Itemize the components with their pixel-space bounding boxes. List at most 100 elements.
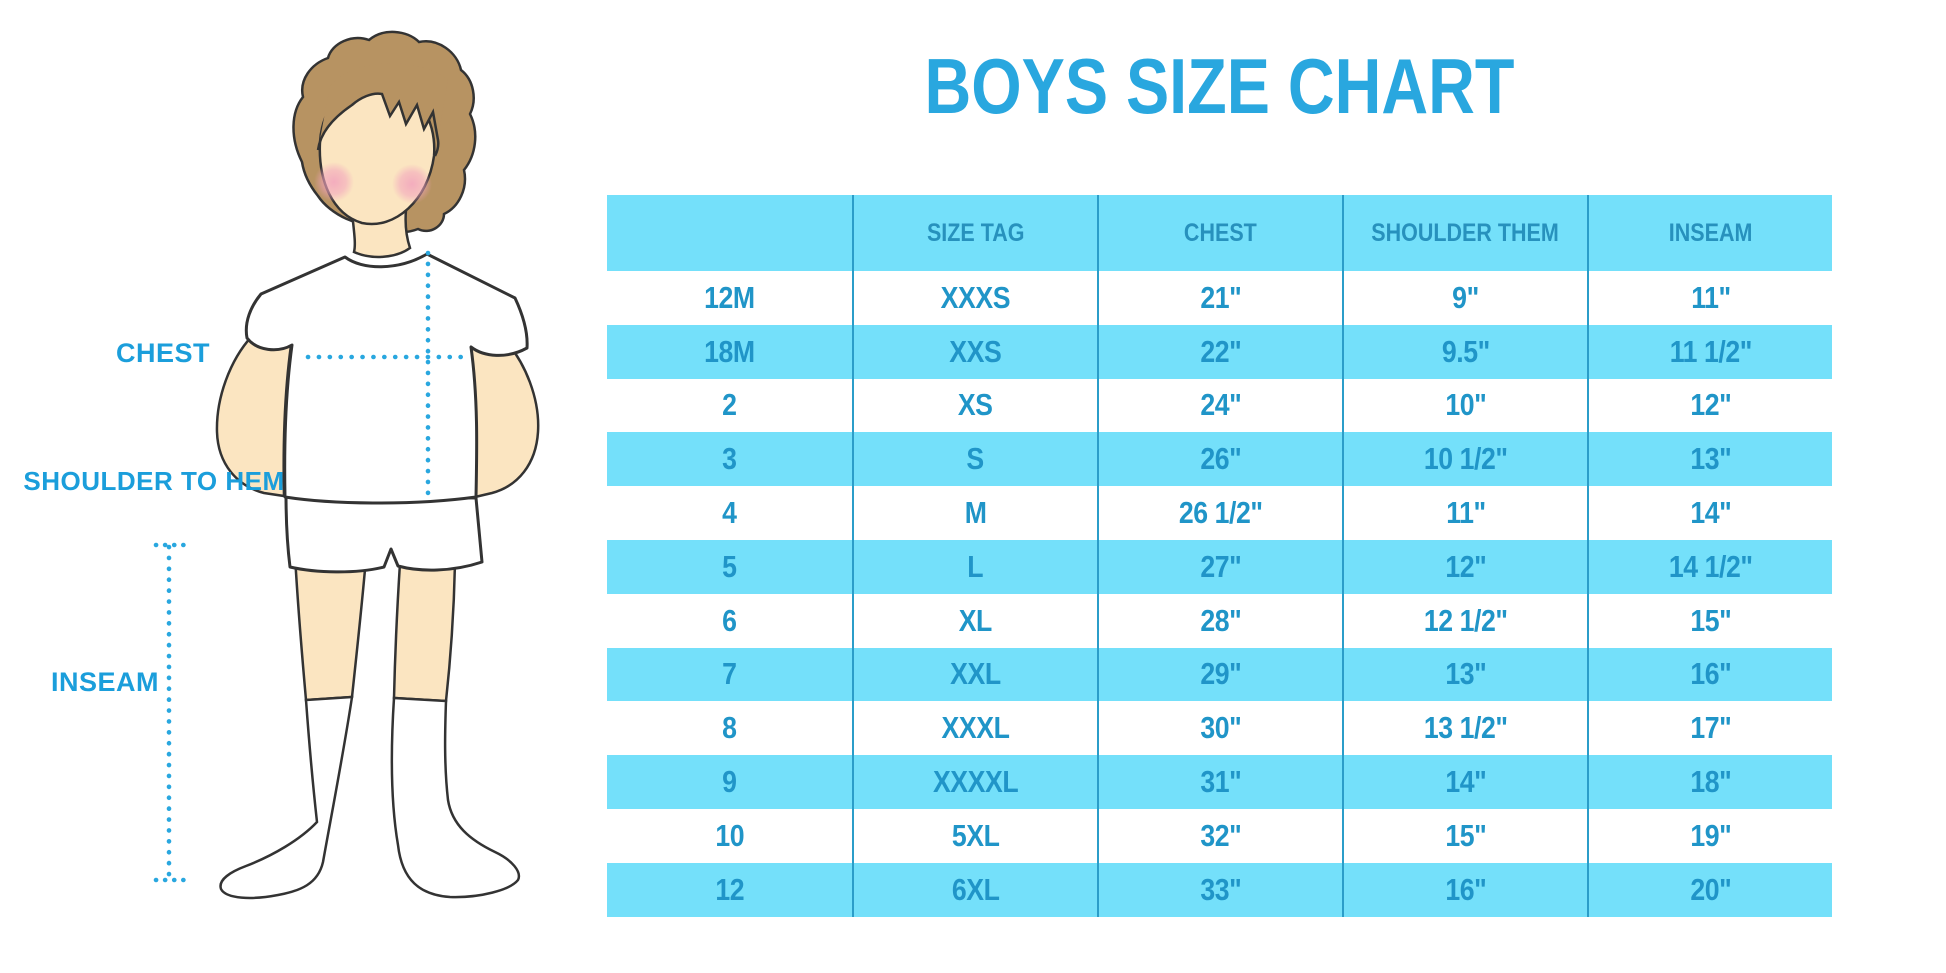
chest-label: CHEST xyxy=(115,338,210,368)
cell-text: 18" xyxy=(1689,764,1732,800)
table-cell: 5XL xyxy=(852,808,1097,863)
table-row: 12M XXXS 21" 9" 11" xyxy=(607,271,1832,325)
cell-text: 27" xyxy=(1199,548,1242,584)
cell-text: 4 xyxy=(722,495,737,531)
cell-text: 26" xyxy=(1199,441,1242,477)
blush-left xyxy=(314,162,354,202)
table-row: 9 XXXXL 31" 14" 18" xyxy=(607,755,1832,809)
cell-text: SIZE TAG xyxy=(926,218,1025,247)
table-cell: 8 xyxy=(607,701,852,755)
leg-left xyxy=(293,553,368,702)
cell-text: 21" xyxy=(1199,279,1242,315)
cell-text: 6 xyxy=(722,602,737,638)
t-shirt xyxy=(244,252,529,505)
cell-text: XL xyxy=(958,602,993,638)
cell-text: CHEST xyxy=(1184,218,1257,247)
cell-text: 24" xyxy=(1199,387,1242,423)
cell-text: L xyxy=(967,548,984,584)
table-cell: XXXL xyxy=(852,701,1097,756)
table-body: 12M XXXS 21" 9" 11" 18M XXS 22" 9.5" 11 1/2" 2 XS 24… xyxy=(607,271,1832,917)
measurement-guides xyxy=(153,250,466,883)
cell-text: 12" xyxy=(1689,387,1732,423)
cell-text: 33" xyxy=(1199,871,1242,907)
table-cell: 13" xyxy=(1342,647,1587,702)
table-cell: 11" xyxy=(1587,271,1832,325)
table-cell: 26" xyxy=(1097,432,1342,487)
cell-text: 17" xyxy=(1689,710,1732,746)
cell-text: 32" xyxy=(1199,817,1242,853)
cell-text: 22" xyxy=(1199,333,1242,369)
size-table: SIZE TAG CHEST SHOULDER THEM INSEAM 12M XXXS… xyxy=(607,195,1832,917)
page-title: BOYS SIZE CHART xyxy=(924,42,1515,130)
table-cell: M xyxy=(852,486,1097,540)
table-cell: L xyxy=(852,539,1097,594)
table-cell: 12" xyxy=(1587,378,1832,433)
table-row: 3 S 26" 10 1/2" 13" xyxy=(607,432,1832,487)
table-cell: 16" xyxy=(1342,862,1587,917)
cell-text: 6XL xyxy=(951,871,1000,907)
table-cell: 12M xyxy=(607,271,852,325)
table-cell: XXS xyxy=(852,324,1097,379)
cell-text: 14" xyxy=(1444,764,1487,800)
cell-text: XXS xyxy=(949,333,1002,369)
table-cell: 13" xyxy=(1587,432,1832,487)
table-cell: 12 1/2" xyxy=(1342,593,1587,648)
table-cell: 21" xyxy=(1097,271,1342,325)
table-cell: XXXXL xyxy=(852,755,1097,809)
table-cell: 16" xyxy=(1587,647,1832,702)
cell-text: XXXL xyxy=(941,710,1010,746)
inseam-label: INSEAM xyxy=(50,667,159,697)
cell-text: 11" xyxy=(1445,495,1486,531)
cell-text: XXXS xyxy=(940,279,1011,315)
cell-text: 5XL xyxy=(951,817,1000,853)
blush-right xyxy=(392,164,432,204)
figure-head xyxy=(292,30,477,259)
cell-text: XXXXL xyxy=(932,764,1019,800)
table-cell: 13 1/2" xyxy=(1342,701,1587,756)
table-cell: 9 xyxy=(607,755,852,809)
table-row: 8 XXXL 30" 13 1/2" 17" xyxy=(607,701,1832,756)
table-cell: 15" xyxy=(1342,808,1587,863)
table-cell: 11 1/2" xyxy=(1587,324,1832,379)
sock-left xyxy=(219,695,354,900)
table-row: 18M XXS 22" 9.5" 11 1/2" xyxy=(607,324,1832,379)
table-cell: 32" xyxy=(1097,808,1342,863)
table-cell: 9" xyxy=(1342,271,1587,325)
table-cell: 19" xyxy=(1587,808,1832,863)
cell-text: 9" xyxy=(1452,279,1479,315)
table-cell: 14" xyxy=(1587,486,1832,540)
cell-text: 14 1/2" xyxy=(1668,548,1753,584)
cell-text: 13" xyxy=(1689,441,1732,477)
cell-text: 29" xyxy=(1199,656,1242,692)
table-cell: 14 1/2" xyxy=(1587,539,1832,594)
cell-text: M xyxy=(964,495,987,531)
table-cell: XXXS xyxy=(852,271,1097,325)
table-cell: 31" xyxy=(1097,755,1342,809)
header-cell: SIZE TAG xyxy=(852,195,1097,271)
table-header-row: SIZE TAG CHEST SHOULDER THEM INSEAM xyxy=(607,195,1832,271)
table-cell: 14" xyxy=(1342,755,1587,809)
table-cell: 10 xyxy=(607,809,852,863)
table-cell: 20" xyxy=(1587,862,1832,917)
table-cell: 2 xyxy=(607,379,852,433)
table-cell: 12" xyxy=(1342,539,1587,594)
table-cell: 30" xyxy=(1097,701,1342,756)
boy-figure-illustration xyxy=(153,30,540,900)
table-cell: 6 xyxy=(607,594,852,648)
table-cell: 26 1/2" xyxy=(1097,486,1342,540)
cell-text: 10" xyxy=(1444,387,1487,423)
table-cell: 18M xyxy=(607,325,852,379)
cell-text: 3 xyxy=(722,441,737,477)
cell-text: S xyxy=(966,441,985,477)
cell-text: XS xyxy=(958,387,993,423)
table-cell: 4 xyxy=(607,486,852,540)
table-row: 5 L 27" 12" 14 1/2" xyxy=(607,539,1832,594)
table-cell: 15" xyxy=(1587,593,1832,648)
shoulder-to-hem-label: SHOULDER TO HEM xyxy=(23,466,285,496)
arm-right xyxy=(467,337,540,499)
table-row: 10 5XL 32" 15" 19" xyxy=(607,808,1832,863)
cell-text: 13" xyxy=(1444,656,1487,692)
header-cell xyxy=(607,195,852,271)
leg-right xyxy=(392,561,457,703)
